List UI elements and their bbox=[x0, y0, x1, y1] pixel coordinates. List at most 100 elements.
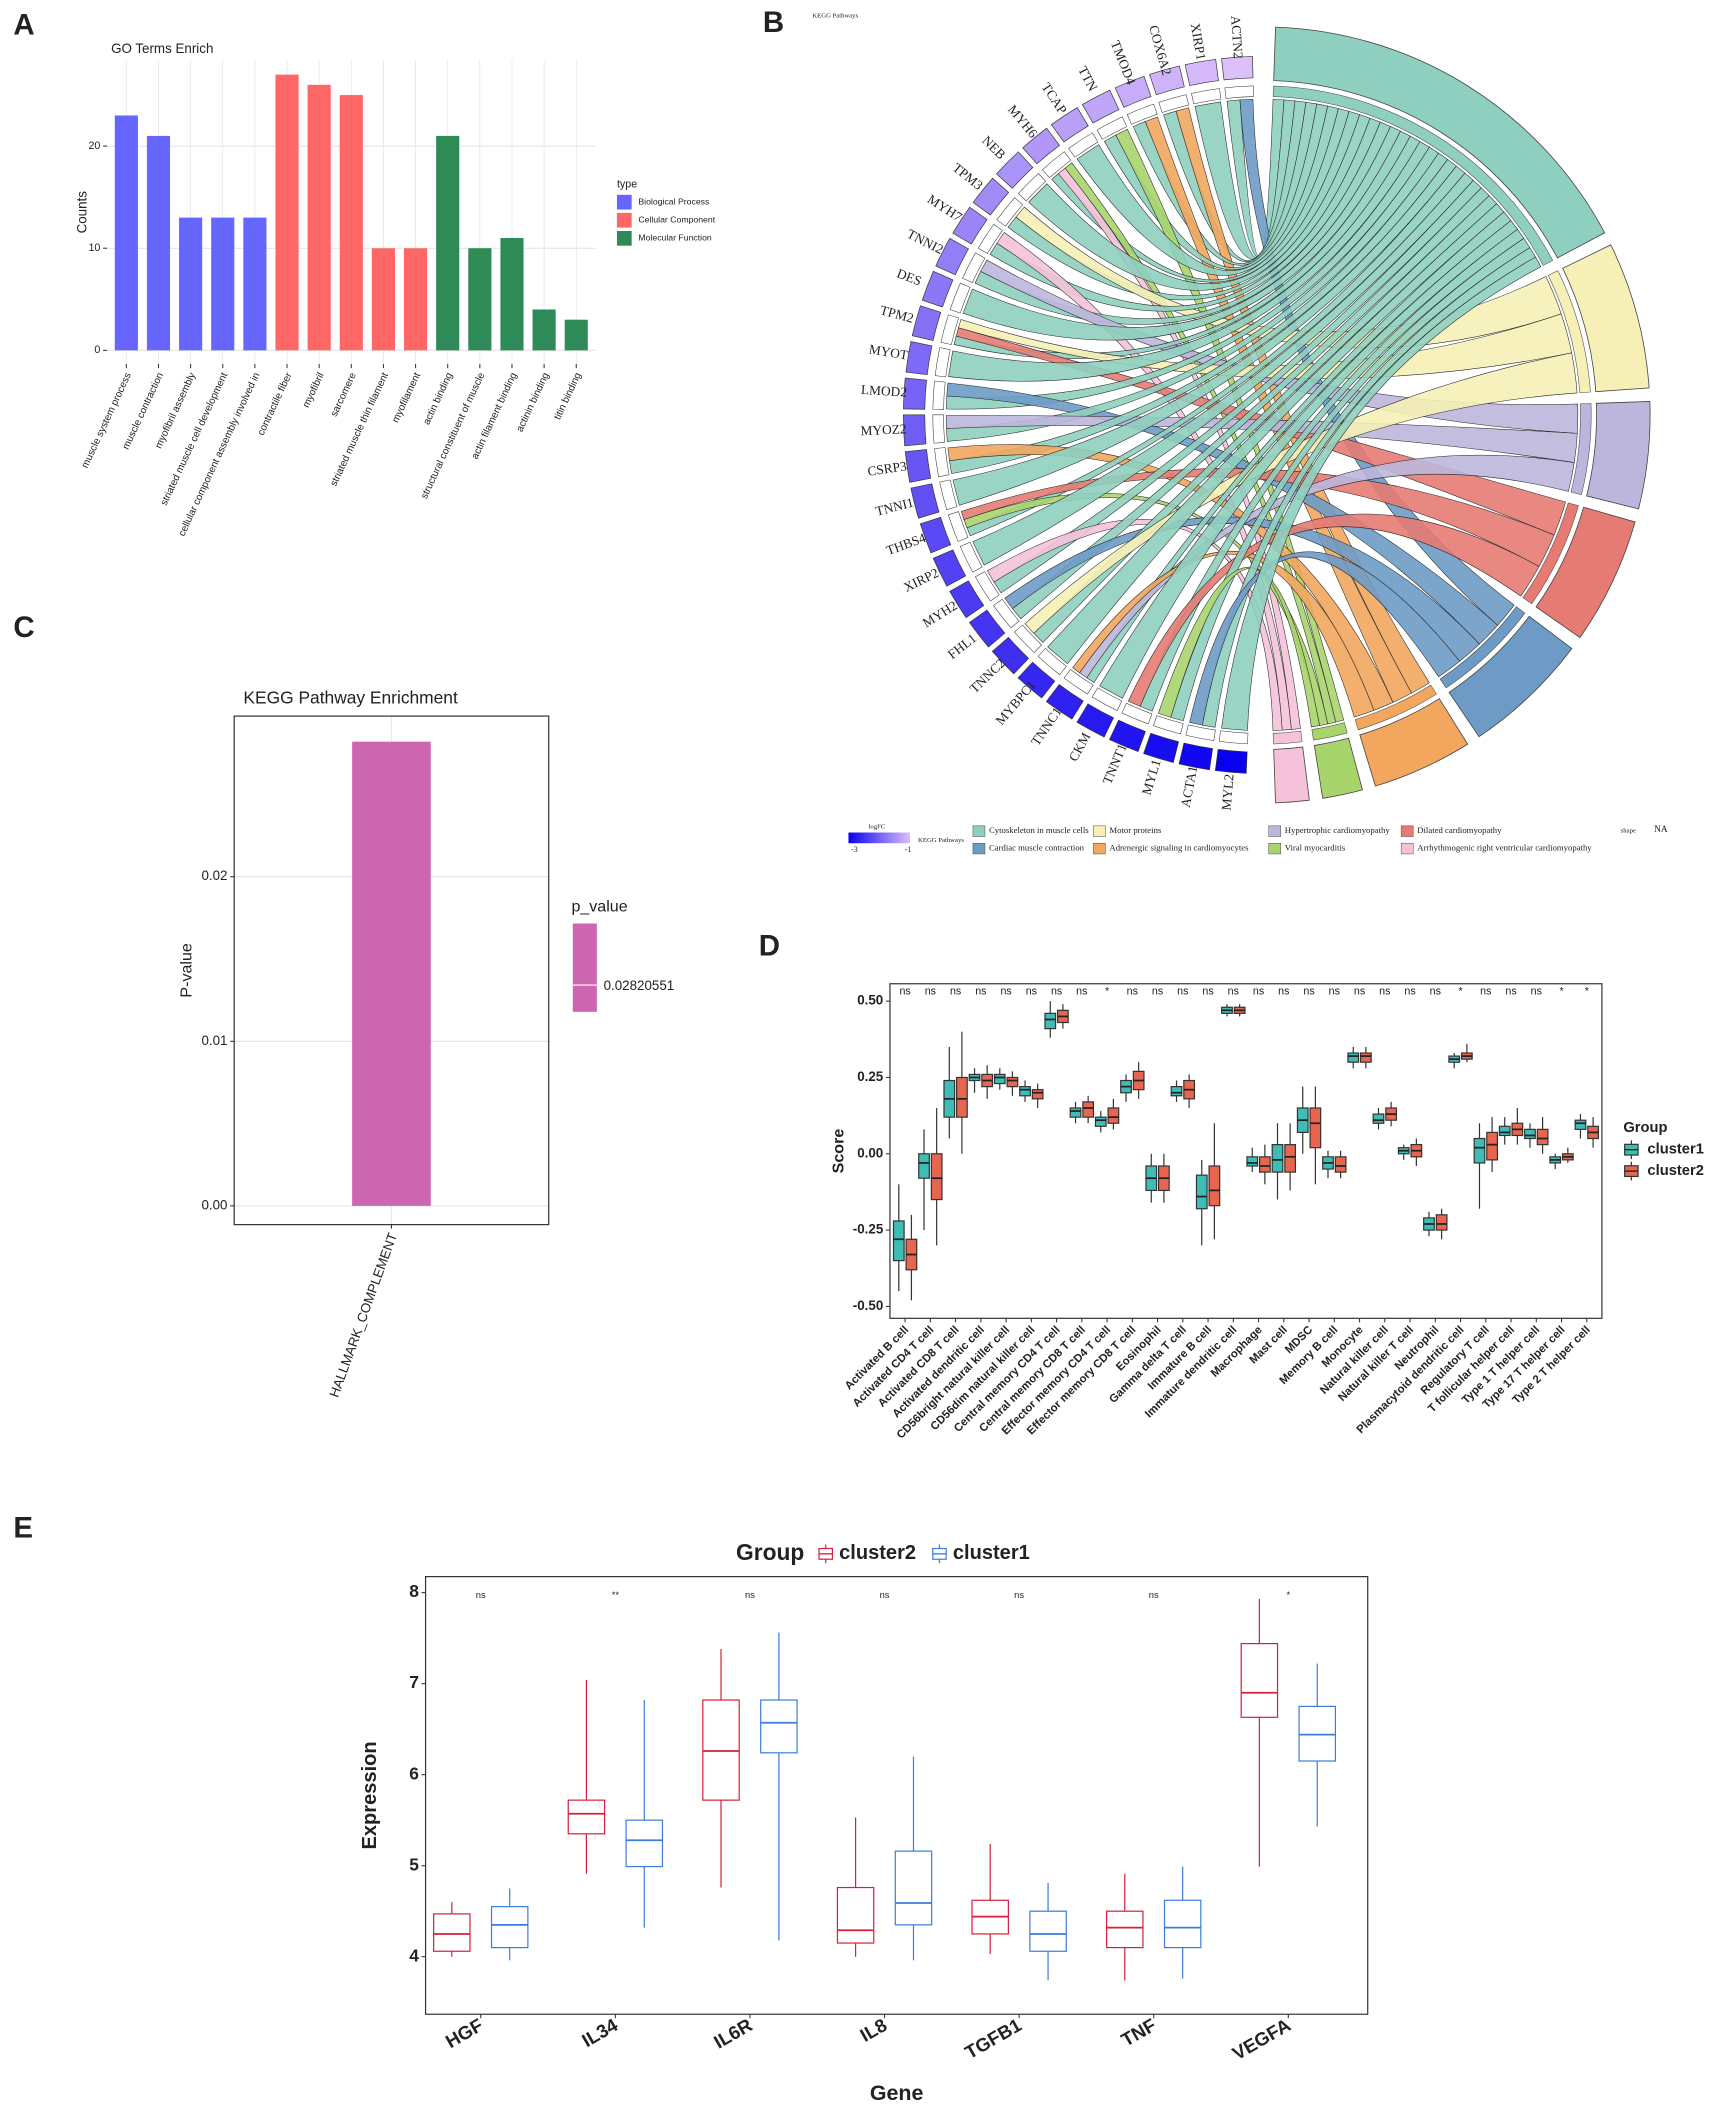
significance-label: ns bbox=[1051, 986, 1062, 998]
box bbox=[1334, 1156, 1347, 1173]
significance-label: ns bbox=[975, 986, 986, 998]
ribbon bbox=[946, 146, 1439, 442]
box bbox=[836, 1886, 875, 1944]
box bbox=[1094, 1116, 1107, 1127]
box-group bbox=[892, 1184, 905, 1292]
pathway-arc bbox=[1586, 401, 1651, 510]
box-group bbox=[1435, 1208, 1448, 1240]
pathway-inner bbox=[1439, 606, 1526, 689]
gene-inner bbox=[1063, 669, 1094, 695]
box bbox=[1044, 1012, 1057, 1030]
box bbox=[1536, 1128, 1549, 1146]
y-tick-label: 0.50 bbox=[857, 993, 883, 1008]
box-group bbox=[971, 1843, 1009, 1954]
pathway-inner bbox=[1570, 403, 1592, 495]
legend-label: cluster1 bbox=[953, 1542, 1030, 1564]
box-group bbox=[1163, 1866, 1202, 1979]
legend-title: p_value bbox=[571, 898, 627, 916]
legend-swatch bbox=[616, 212, 632, 228]
gene-segment bbox=[1045, 683, 1084, 720]
ribbon bbox=[953, 130, 1411, 360]
box-group bbox=[490, 1888, 529, 1961]
pathway-arc bbox=[1273, 26, 1606, 259]
box bbox=[1473, 1137, 1486, 1164]
bar bbox=[339, 95, 363, 351]
legend-colorbar bbox=[572, 923, 597, 1012]
pathway-inner bbox=[1311, 722, 1348, 741]
box-group bbox=[1056, 1004, 1069, 1029]
significance-label: ns bbox=[1278, 986, 1289, 998]
legend-label: Adrenergic signaling in cardiomyocytes bbox=[1109, 843, 1249, 853]
box-group bbox=[1044, 1001, 1057, 1038]
bar bbox=[275, 74, 299, 351]
y-tick-label: 8 bbox=[409, 1581, 419, 1601]
box-group bbox=[1486, 1117, 1499, 1173]
box bbox=[1486, 1131, 1499, 1161]
box bbox=[1258, 1156, 1271, 1173]
legend-label: Motor proteins bbox=[1109, 825, 1161, 835]
box-group bbox=[1195, 1159, 1208, 1246]
significance-label: ns bbox=[745, 1590, 755, 1600]
chart-title: KEGG Pathway Enrichment bbox=[243, 687, 458, 707]
ribbon bbox=[1086, 211, 1512, 683]
panel-letter: A bbox=[13, 9, 34, 42]
gene-segment bbox=[1143, 732, 1180, 763]
gene-inner bbox=[1068, 132, 1099, 158]
bar bbox=[436, 135, 460, 351]
gene-inner bbox=[962, 252, 986, 283]
gene-inner bbox=[974, 571, 1000, 602]
y-axis-label: Expression bbox=[359, 1741, 381, 1849]
legend-title: logFC bbox=[869, 824, 886, 831]
significance-label: * bbox=[1105, 986, 1109, 998]
panel-letter: D bbox=[759, 929, 780, 962]
gene-inner bbox=[939, 479, 958, 511]
legend-label: Viral myocarditis bbox=[1285, 843, 1346, 853]
box-group bbox=[1019, 1080, 1031, 1102]
bar bbox=[352, 741, 431, 1206]
box-group bbox=[760, 1632, 798, 1941]
gene-inner bbox=[934, 447, 950, 478]
box-group bbox=[1574, 1114, 1587, 1139]
box-group bbox=[1145, 1153, 1158, 1203]
gene-label: MYOT bbox=[868, 341, 909, 362]
significance-label: ns bbox=[1228, 986, 1239, 998]
box-group bbox=[1208, 1123, 1221, 1240]
box-group bbox=[981, 1065, 994, 1099]
box-group bbox=[930, 1107, 943, 1246]
box bbox=[1107, 1107, 1120, 1124]
gene-inner bbox=[1224, 85, 1254, 99]
box-group bbox=[1284, 1123, 1297, 1191]
ribbon bbox=[1099, 220, 1518, 699]
box bbox=[993, 1073, 1006, 1085]
bar bbox=[404, 248, 428, 351]
box bbox=[433, 1913, 471, 1952]
box bbox=[956, 1076, 968, 1118]
panel-letter: C bbox=[13, 611, 34, 644]
ribbon bbox=[948, 135, 1421, 382]
y-tick-label: 10 bbox=[88, 242, 100, 254]
gene-segment bbox=[1022, 127, 1060, 165]
ribbon bbox=[972, 172, 1474, 566]
gene-segment bbox=[1149, 65, 1185, 96]
box bbox=[1170, 1086, 1183, 1097]
legend-swatch bbox=[972, 825, 986, 837]
box-group bbox=[1309, 1086, 1322, 1185]
gene-segment bbox=[1081, 89, 1120, 124]
box bbox=[1195, 1174, 1208, 1210]
box-group bbox=[1322, 1150, 1334, 1179]
ribbons bbox=[945, 98, 1579, 731]
gene-segment bbox=[903, 377, 927, 410]
gene-inner bbox=[1037, 648, 1067, 676]
y-tick-label: 5 bbox=[409, 1854, 419, 1874]
box bbox=[1309, 1107, 1322, 1149]
bar bbox=[371, 248, 396, 351]
panel-letter: E bbox=[13, 1512, 33, 1545]
legend-label: 0.02820551 bbox=[604, 978, 675, 993]
legend-label: cluster2 bbox=[1647, 1163, 1703, 1179]
legend-colorbar bbox=[848, 832, 911, 844]
significance-label: ** bbox=[612, 1590, 620, 1600]
significance-label: ns bbox=[1149, 1590, 1159, 1600]
gene-segment bbox=[921, 270, 954, 308]
box-group bbox=[1347, 1046, 1360, 1069]
y-tick-label: 0.00 bbox=[857, 1145, 883, 1160]
